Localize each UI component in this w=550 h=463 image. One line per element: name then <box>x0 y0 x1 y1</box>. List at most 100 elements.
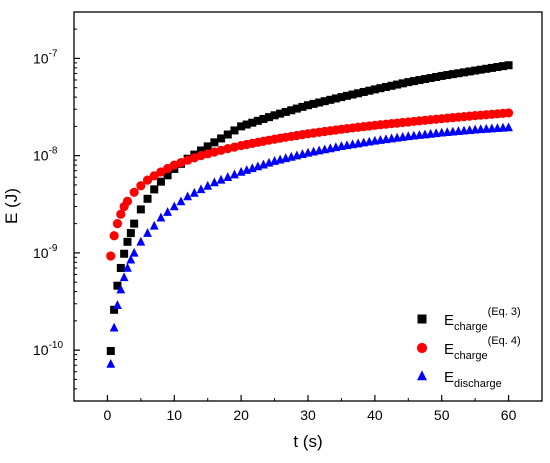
legend-label: Echarge(Eq. 3) <box>444 306 521 333</box>
legend-marker <box>417 370 427 381</box>
data-point <box>123 237 132 246</box>
data-point <box>126 229 135 238</box>
data-point <box>242 120 251 129</box>
data-point <box>404 78 413 87</box>
series-layer <box>106 61 514 368</box>
data-point <box>116 284 126 294</box>
data-point <box>142 175 153 185</box>
data-point <box>315 98 324 107</box>
data-point <box>320 97 329 106</box>
data-point <box>203 142 212 151</box>
data-point <box>503 108 514 118</box>
data-point <box>476 65 485 74</box>
x-tick-label: 0 <box>104 407 112 423</box>
data-point <box>183 191 193 201</box>
data-point <box>149 220 159 230</box>
data-point <box>348 90 357 99</box>
x-tick-label: 60 <box>501 407 517 423</box>
data-point <box>376 84 385 93</box>
data-point <box>150 185 159 194</box>
data-point <box>309 99 318 108</box>
data-point <box>109 322 119 332</box>
data-point <box>106 347 115 356</box>
data-point <box>504 122 513 132</box>
data-point <box>109 231 119 241</box>
data-point <box>143 194 152 203</box>
data-point <box>482 64 491 73</box>
x-tick-label: 40 <box>367 407 383 423</box>
data-point <box>230 126 239 135</box>
data-point <box>504 61 513 70</box>
data-point <box>217 134 226 143</box>
legend-marker <box>416 342 428 354</box>
data-point <box>123 262 132 272</box>
data-point <box>471 66 480 75</box>
data-point <box>409 77 418 86</box>
data-point <box>298 102 307 111</box>
series-3 <box>106 122 513 368</box>
data-point <box>415 76 424 85</box>
data-point <box>116 209 126 219</box>
y-tick-label: 10-7 <box>33 48 58 66</box>
data-point <box>354 89 363 98</box>
data-point <box>393 80 402 89</box>
y-tick-label: 10-8 <box>33 146 58 164</box>
data-point <box>143 228 152 237</box>
data-point <box>120 249 129 258</box>
x-axis: 0 10 20 30 40 50 60 <box>73 395 517 423</box>
data-point <box>119 272 129 282</box>
data-point <box>156 177 165 186</box>
data-point <box>398 79 407 88</box>
data-point <box>130 219 139 228</box>
data-point <box>448 70 457 79</box>
data-point <box>237 122 246 131</box>
data-point <box>210 138 219 147</box>
data-point <box>253 116 262 125</box>
data-point <box>437 71 446 80</box>
legend: Echarge(Eq. 3)Echarge(Eq. 4) Edischarge <box>416 306 521 390</box>
data-point <box>223 172 233 182</box>
data-point <box>110 305 119 314</box>
data-point <box>276 109 285 118</box>
data-point <box>499 62 507 71</box>
data-point <box>370 85 379 94</box>
data-point <box>216 174 226 184</box>
data-point <box>197 146 206 155</box>
data-point <box>189 187 199 197</box>
legend-marker <box>417 314 427 324</box>
data-point <box>106 358 116 368</box>
y-axis-title: E (J) <box>2 188 21 224</box>
data-point <box>270 111 279 120</box>
data-point <box>163 171 172 180</box>
data-point <box>112 219 123 229</box>
data-point <box>421 75 429 84</box>
series-2 <box>106 108 514 261</box>
data-point <box>292 104 301 113</box>
data-point <box>196 184 206 194</box>
data-point <box>359 87 368 96</box>
data-point <box>116 263 125 272</box>
data-point <box>223 130 232 139</box>
data-point <box>454 69 463 78</box>
data-point <box>331 94 340 103</box>
data-point <box>113 281 122 290</box>
data-point <box>326 95 335 104</box>
data-point <box>163 207 172 216</box>
data-point <box>343 91 351 100</box>
data-point <box>304 101 312 110</box>
data-point <box>259 114 268 123</box>
data-point <box>432 72 441 81</box>
y-tick-label: 10-10 <box>33 340 63 358</box>
data-point <box>176 196 186 206</box>
data-point <box>106 251 116 261</box>
data-point <box>281 107 290 116</box>
data-point <box>426 74 435 83</box>
data-point <box>136 181 146 191</box>
data-point <box>210 177 219 187</box>
data-point <box>113 300 122 309</box>
data-point <box>203 180 213 190</box>
data-point <box>387 81 396 90</box>
data-point <box>248 118 257 127</box>
data-point <box>265 113 273 122</box>
